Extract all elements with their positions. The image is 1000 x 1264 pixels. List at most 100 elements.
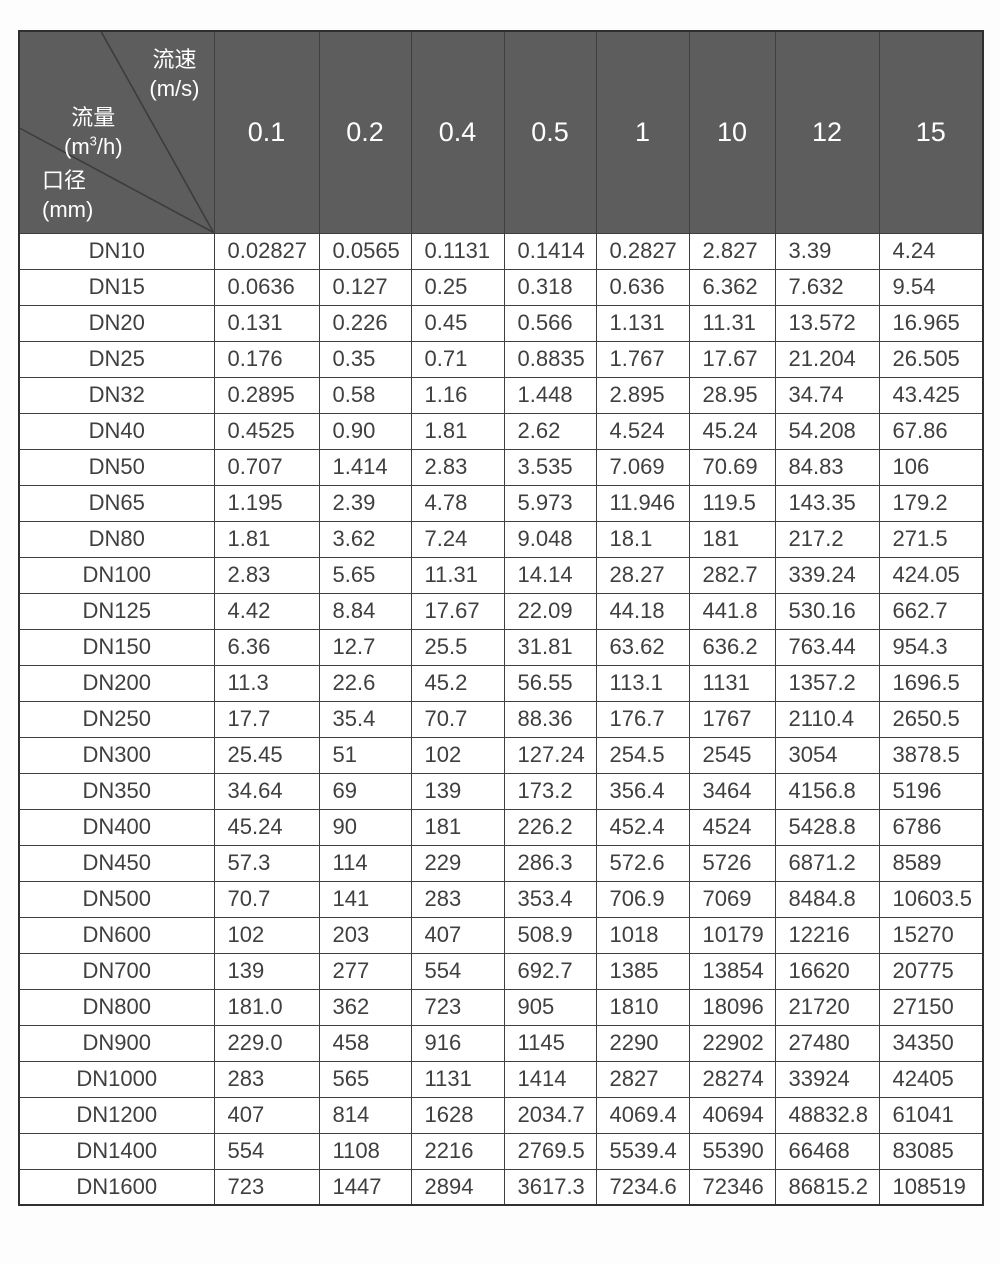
diagonal-split-lines	[20, 32, 213, 232]
value-cell: 1018	[595, 916, 690, 954]
value-cell: 48832.8	[774, 1096, 880, 1134]
value-cell: 1.131	[595, 304, 690, 342]
value-cell: 90	[318, 808, 412, 846]
dn-cell: DN900	[18, 1024, 215, 1062]
value-cell: 0.636	[595, 268, 690, 306]
value-cell: 452.4	[595, 808, 690, 846]
value-cell: 139	[410, 772, 505, 810]
value-cell: 20775	[878, 952, 984, 990]
value-cell: 141	[318, 880, 412, 918]
value-cell: 34.74	[774, 376, 880, 414]
dn-cell: DN250	[18, 700, 215, 738]
value-cell: 1.195	[213, 484, 320, 522]
velocity-column-header: 12	[774, 30, 880, 234]
value-cell: 17.7	[213, 700, 320, 738]
value-cell: 13854	[688, 952, 776, 990]
value-cell: 6871.2	[774, 844, 880, 882]
value-cell: 27150	[878, 988, 984, 1026]
value-cell: 814	[318, 1096, 412, 1134]
value-cell: 424.05	[878, 556, 984, 594]
table-row: DN1600 723 1447 2894 3617.3 7234.6 72346 86815.…	[18, 1168, 984, 1206]
dn-cell: DN15	[18, 268, 215, 306]
flow-velocity-table: 流速 (m/s) 流量 (m3/h) 口径 (mm) 0.1 0.2 0.4 0.5 1…	[18, 30, 984, 1206]
value-cell: 113.1	[595, 664, 690, 702]
value-cell: 13.572	[774, 304, 880, 342]
value-cell: 1.16	[410, 376, 505, 414]
value-cell: 179.2	[878, 484, 984, 522]
value-cell: 31.81	[503, 628, 597, 666]
value-cell: 339.24	[774, 556, 880, 594]
value-cell: 2.827	[688, 232, 776, 270]
value-cell: 108519	[878, 1168, 984, 1206]
value-cell: 14.14	[503, 556, 597, 594]
value-cell: 54.208	[774, 412, 880, 450]
table-row: DN15 0.0636 0.127 0.25 0.318 0.636 6.362 7.632 9…	[18, 268, 984, 306]
velocity-column-header: 10	[688, 30, 776, 234]
value-cell: 905	[503, 988, 597, 1026]
value-cell: 5196	[878, 772, 984, 810]
value-cell: 0.2895	[213, 376, 320, 414]
value-cell: 1131	[688, 664, 776, 702]
value-cell: 4.24	[878, 232, 984, 270]
value-cell: 176.7	[595, 700, 690, 738]
value-cell: 8484.8	[774, 880, 880, 918]
value-cell: 42405	[878, 1060, 984, 1098]
value-cell: 11.31	[410, 556, 505, 594]
dn-cell: DN80	[18, 520, 215, 558]
dn-cell: DN350	[18, 772, 215, 810]
value-cell: 21720	[774, 988, 880, 1026]
value-cell: 9.54	[878, 268, 984, 306]
value-cell: 2034.7	[503, 1096, 597, 1134]
value-cell: 51	[318, 736, 412, 774]
velocity-column-header: 0.1	[213, 30, 320, 234]
value-cell: 4524	[688, 808, 776, 846]
value-cell: 3617.3	[503, 1168, 597, 1206]
value-cell: 1131	[410, 1060, 505, 1098]
value-cell: 0.0636	[213, 268, 320, 306]
flow-label-text: 流量	[71, 105, 116, 130]
value-cell: 28.27	[595, 556, 690, 594]
value-cell: 5539.4	[595, 1132, 690, 1170]
dn-cell: DN200	[18, 664, 215, 702]
value-cell: 16620	[774, 952, 880, 990]
bore-unit-text: (mm)	[42, 196, 94, 222]
value-cell: 69	[318, 772, 412, 810]
value-cell: 407	[410, 916, 505, 954]
dn-cell: DN10	[18, 232, 215, 270]
value-cell: 34350	[878, 1024, 984, 1062]
dn-cell: DN100	[18, 556, 215, 594]
value-cell: 9.048	[503, 520, 597, 558]
value-cell: 1447	[318, 1168, 412, 1206]
value-cell: 17.67	[688, 340, 776, 378]
value-cell: 4069.4	[595, 1096, 690, 1134]
value-cell: 508.9	[503, 916, 597, 954]
value-cell: 2769.5	[503, 1132, 597, 1170]
value-cell: 6786	[878, 808, 984, 846]
value-cell: 0.2827	[595, 232, 690, 270]
table-body: DN10 0.02827 0.0565 0.1131 0.1414 0.2827 2.827…	[18, 232, 984, 1206]
value-cell: 283	[410, 880, 505, 918]
value-cell: 254.5	[595, 736, 690, 774]
dn-cell: DN1000	[18, 1060, 215, 1098]
value-cell: 17.67	[410, 592, 505, 630]
value-cell: 2650.5	[878, 700, 984, 738]
dn-cell: DN65	[18, 484, 215, 522]
value-cell: 18.1	[595, 520, 690, 558]
value-cell: 2.895	[595, 376, 690, 414]
value-cell: 283	[213, 1060, 320, 1098]
value-cell: 72346	[688, 1168, 776, 1206]
value-cell: 7.069	[595, 448, 690, 486]
table-row: DN32 0.2895 0.58 1.16 1.448 2.895 28.95 34.74 43…	[18, 376, 984, 414]
value-cell: 106	[878, 448, 984, 486]
value-cell: 362	[318, 988, 412, 1026]
value-cell: 1.81	[410, 412, 505, 450]
value-cell: 226.2	[503, 808, 597, 846]
dn-cell: DN20	[18, 304, 215, 342]
value-cell: 554	[213, 1132, 320, 1170]
value-cell: 16.965	[878, 304, 984, 342]
value-cell: 763.44	[774, 628, 880, 666]
value-cell: 56.55	[503, 664, 597, 702]
velocity-column-header: 1	[595, 30, 690, 234]
value-cell: 4.524	[595, 412, 690, 450]
value-cell: 22902	[688, 1024, 776, 1062]
